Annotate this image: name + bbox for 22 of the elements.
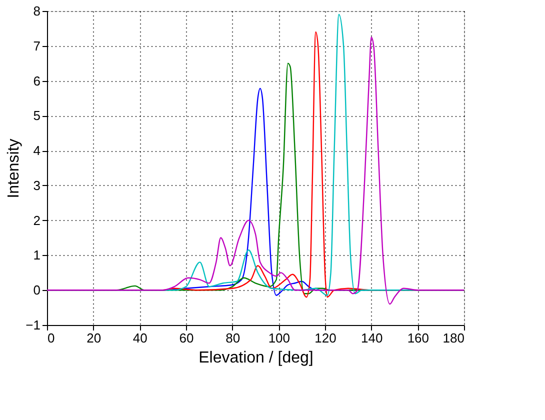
x-tick-label: 60 bbox=[179, 330, 194, 346]
y-tick-label: 8 bbox=[33, 4, 40, 18]
y-tick-label: 1 bbox=[33, 248, 40, 263]
x-tick-label: 100 bbox=[268, 330, 290, 346]
x-tick-label: 80 bbox=[226, 330, 240, 346]
y-tick-label: 5 bbox=[33, 108, 40, 124]
y-axis-title: Intensity bbox=[6, 138, 23, 198]
x-tick-label: 120 bbox=[314, 330, 336, 346]
x-tick-label: 20 bbox=[86, 330, 102, 346]
y-tick-label: 6 bbox=[33, 73, 40, 88]
y-tick-label: 7 bbox=[33, 38, 40, 54]
y-tick-label: −1 bbox=[26, 318, 40, 332]
y-tick-label: 4 bbox=[33, 143, 40, 158]
x-tick-label: 180 bbox=[442, 330, 464, 346]
y-tick-label: 3 bbox=[33, 178, 40, 193]
x-axis-title: Elevation / [deg] bbox=[198, 350, 314, 366]
y-tick-label: 2 bbox=[33, 212, 40, 228]
y-tick-label: 0 bbox=[33, 282, 40, 298]
x-tick-label: 0 bbox=[48, 330, 55, 346]
x-tick-label: 40 bbox=[132, 330, 148, 346]
x-tick-label: 160 bbox=[407, 330, 430, 346]
x-tick-label: 140 bbox=[360, 330, 383, 346]
